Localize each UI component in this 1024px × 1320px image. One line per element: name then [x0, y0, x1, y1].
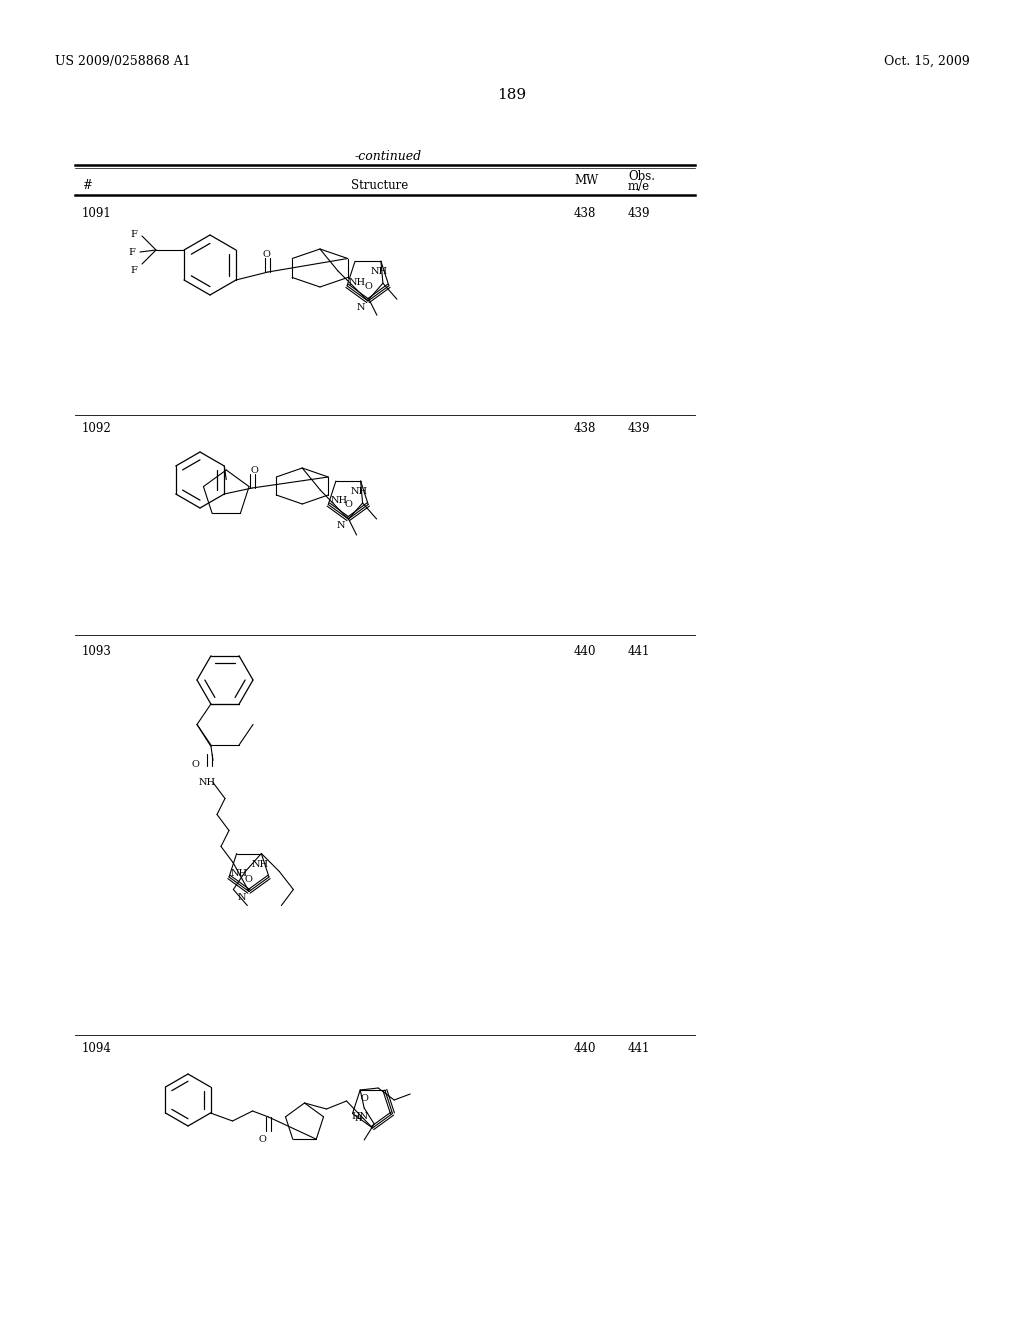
Text: Oct. 15, 2009: Oct. 15, 2009 — [885, 55, 970, 69]
Text: O: O — [360, 1094, 369, 1104]
Text: NH: NH — [371, 267, 388, 276]
Text: 1094: 1094 — [82, 1041, 112, 1055]
Text: Structure: Structure — [351, 180, 409, 191]
Text: F: F — [131, 267, 137, 275]
Text: 438: 438 — [574, 207, 596, 220]
Text: 189: 189 — [498, 88, 526, 102]
Text: NH: NH — [231, 869, 248, 878]
Text: O: O — [250, 466, 258, 475]
Text: 1093: 1093 — [82, 645, 112, 657]
Text: N: N — [337, 521, 345, 531]
Text: O: O — [191, 760, 199, 770]
Text: NH: NH — [350, 487, 368, 496]
Text: H: H — [354, 1115, 361, 1123]
Text: US 2009/0258868 A1: US 2009/0258868 A1 — [55, 55, 190, 69]
Text: HN: HN — [351, 1111, 369, 1121]
Text: F: F — [129, 248, 135, 257]
Text: NH: NH — [199, 779, 216, 788]
Text: #: # — [82, 180, 92, 191]
Text: -continued: -continued — [354, 150, 422, 162]
Text: NH: NH — [349, 277, 367, 286]
Text: O: O — [365, 281, 373, 290]
Text: O: O — [262, 249, 270, 259]
Text: 441: 441 — [628, 645, 650, 657]
Text: F: F — [131, 230, 137, 239]
Text: 441: 441 — [628, 1041, 650, 1055]
Text: O: O — [344, 500, 352, 510]
Text: 1092: 1092 — [82, 422, 112, 436]
Text: 440: 440 — [574, 1041, 597, 1055]
Text: 440: 440 — [574, 645, 597, 657]
Text: NH: NH — [251, 859, 268, 869]
Text: O: O — [245, 875, 253, 884]
Text: 1091: 1091 — [82, 207, 112, 220]
Text: Obs.: Obs. — [628, 170, 655, 183]
Text: MW: MW — [574, 174, 598, 187]
Text: 439: 439 — [628, 422, 650, 436]
Text: 439: 439 — [628, 207, 650, 220]
Text: m/e: m/e — [628, 180, 650, 193]
Text: NH: NH — [331, 496, 347, 506]
Text: N: N — [356, 304, 365, 312]
Text: N: N — [238, 894, 246, 903]
Text: 438: 438 — [574, 422, 596, 436]
Text: O: O — [259, 1135, 266, 1144]
